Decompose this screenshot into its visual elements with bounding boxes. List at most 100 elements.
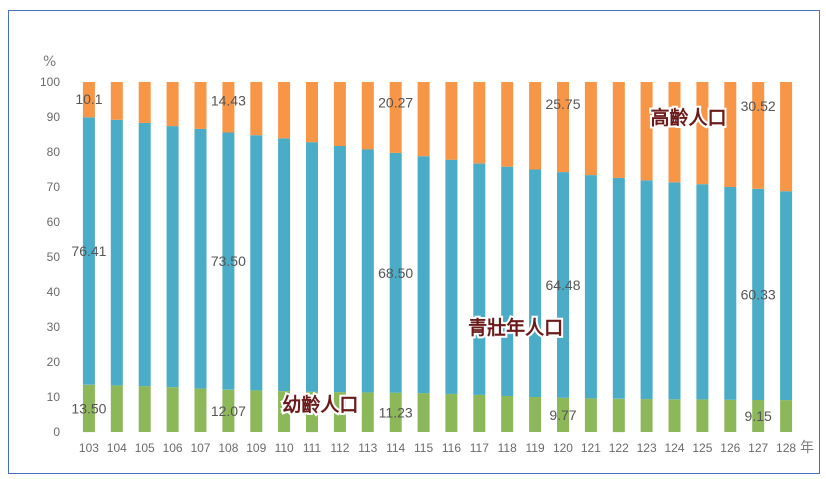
x-tick-label: 120 [553,441,573,455]
data-label: 68.50 [378,265,413,281]
data-label: 64.48 [545,277,580,293]
bar-segment-s0-109 [250,390,263,432]
bar-segment-s0-119 [529,397,542,432]
x-tick-label: 118 [498,441,517,455]
bar-segment-s2-106 [166,82,179,127]
bar-segment-s1-113 [361,149,374,393]
x-tick-label: 103 [79,441,99,455]
x-tick-label: 114 [386,441,405,455]
bar-segment-s2-108 [222,82,235,133]
data-label: 13.50 [71,400,106,416]
bar-segment-s0-127 [752,400,765,432]
bar-segment-s0-121 [584,398,597,432]
bar-segment-s0-117 [473,394,486,432]
y-tick-label: 100 [40,75,60,89]
bar-segment-s0-112 [333,392,346,432]
y-tick-label: 20 [47,355,61,369]
bar-segment-s1-114 [389,152,402,393]
bar-segment-s2-103 [82,82,95,118]
bar-segment-s2-116 [445,82,458,160]
bar-segment-s2-104 [110,82,123,120]
region-label: 青壯年人口 [468,316,563,339]
bar-segment-s0-126 [724,399,737,432]
data-label: 9.15 [745,408,772,424]
x-tick-label: 104 [107,441,127,455]
region-labels-layer: 幼齡人口 青壯年人口 高齡人口 [280,104,728,418]
bar-segment-s2-122 [612,82,625,178]
data-label: 20.27 [378,94,413,110]
bar-segment-s2-120 [557,82,569,173]
bar-segment-s1-109 [250,135,263,391]
bar-segment-s2-105 [138,82,151,123]
bar-segment-s1-107 [194,128,207,389]
region-label: 高齡人口 [650,106,726,129]
bar-segment-s2-112 [333,82,346,146]
bar-segment-s0-110 [278,391,291,432]
data-label: 73.50 [211,253,246,269]
bar-segment-s2-123 [640,82,653,181]
bar-segment-s2-115 [417,82,430,157]
x-tick-label: 105 [135,441,155,455]
data-label: 12.07 [211,403,246,419]
x-tick-label: 126 [720,441,740,455]
data-label: 25.75 [545,96,580,112]
x-unit-label: 年 [800,440,814,456]
x-tick-label: 109 [246,441,266,455]
bar-segment-s2-126 [724,82,737,187]
bar-segment-s1-106 [166,126,179,388]
x-tick-label: 128 [776,441,796,455]
x-tick-label: 107 [190,441,210,455]
bar-segment-s1-126 [724,187,737,400]
x-tick-label: 110 [275,441,294,455]
x-tick-label: 116 [442,441,461,455]
bar-segment-s0-116 [445,393,458,432]
bar-segment-s1-128 [780,191,793,401]
x-tick-label: 106 [163,441,183,455]
y-tick-label: 90 [47,110,61,124]
bar-segment-s1-119 [529,169,542,397]
bar-segment-s1-103 [82,117,95,385]
x-tick-label: 111 [303,441,322,455]
x-tick-label: 119 [526,441,545,455]
bar-segment-s0-113 [361,392,374,432]
y-unit-label: % [43,54,56,70]
x-tick-label: 124 [665,441,685,455]
x-tick-label: 121 [581,441,601,455]
bar-segment-s2-128 [780,82,793,192]
data-label: 30.52 [741,98,776,114]
data-label: 60.33 [741,286,776,302]
x-tick-label: 122 [609,441,629,455]
y-axis: 0 10 20 30 40 50 60 70 80 90 100 [40,75,60,439]
bar-segment-s1-105 [138,122,151,387]
bar-segment-s0-108 [222,389,235,432]
bar-segment-s0-105 [138,386,151,432]
bar-segment-s0-107 [194,388,207,432]
bar-segment-s0-106 [166,387,179,432]
bar-segment-s2-127 [752,82,765,189]
bar-segment-s1-116 [445,159,458,394]
x-axis: 103 104 105 106 107 108 109 110 111 112 113 114 115 1… [79,441,796,455]
data-label: 10.1 [75,91,102,107]
data-label: 76.41 [71,243,106,259]
bar-segment-s1-111 [306,142,318,392]
y-tick-label: 50 [47,250,61,264]
bar-segment-s0-104 [110,385,123,432]
x-tick-label: 117 [470,441,489,455]
bar-segment-s2-109 [250,82,263,136]
y-tick-label: 0 [53,425,60,439]
bar-segment-s0-115 [417,393,430,432]
bar-segment-s2-114 [389,82,402,153]
bar-segment-s2-117 [473,82,486,164]
x-tick-label: 125 [692,441,712,455]
data-labels-layer: 13.50 12.07 11.23 9.77 9.15 76.41 73.50 68.50 64… [71,91,775,424]
y-tick-label: 60 [47,215,61,229]
bar-segment-s1-120 [557,172,569,398]
x-tick-label: 127 [748,441,768,455]
y-tick-label: 40 [47,285,61,299]
x-tick-label: 123 [637,441,657,455]
y-tick-label: 10 [47,390,61,404]
bar-segment-s0-118 [501,395,514,432]
bar-segment-s2-111 [306,82,318,143]
bar-segment-s2-119 [529,82,542,170]
